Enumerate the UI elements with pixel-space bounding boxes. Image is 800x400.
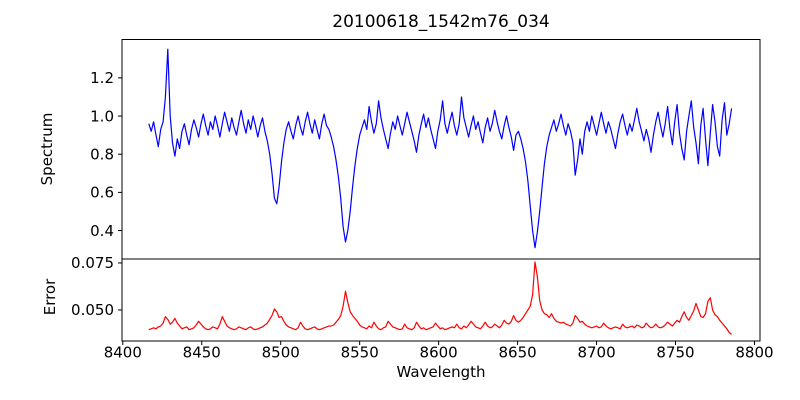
x-tick-label: 8450: [183, 343, 221, 361]
error-axes-frame: [121, 258, 761, 342]
spectrum-axes-frame: [121, 39, 761, 260]
error-y-tick-label: 0.050: [71, 301, 114, 319]
x-tick-label: 8550: [341, 343, 379, 361]
x-tick-label: 8500: [262, 343, 300, 361]
x-tick-label: 8650: [498, 343, 536, 361]
x-tick-label: 8600: [420, 343, 458, 361]
error-y-axis-label: Error: [41, 278, 59, 316]
x-tick-label: 8750: [656, 343, 694, 361]
x-tick-label: 8800: [735, 343, 773, 361]
x-axis-label: Wavelength: [396, 363, 486, 381]
x-tick-label: 8700: [577, 343, 615, 361]
spectrum-y-tick-label: 0.4: [90, 222, 114, 240]
error-line: [148, 261, 732, 335]
spectrum-y-tick-label: 0.8: [90, 145, 114, 163]
error-y-tick-label: 0.075: [71, 254, 114, 272]
spectrum-y-axis-label: Spectrum: [38, 112, 56, 186]
x-tick-label: 8400: [104, 343, 142, 361]
spectrum-y-tick-label: 1.0: [90, 107, 114, 125]
spectrum-y-tick-label: 1.2: [90, 69, 114, 87]
spectrum-y-tick-label: 0.6: [90, 184, 114, 202]
spectrum-line: [148, 48, 733, 249]
plot-title: 20100618_1542m76_034: [332, 12, 550, 32]
